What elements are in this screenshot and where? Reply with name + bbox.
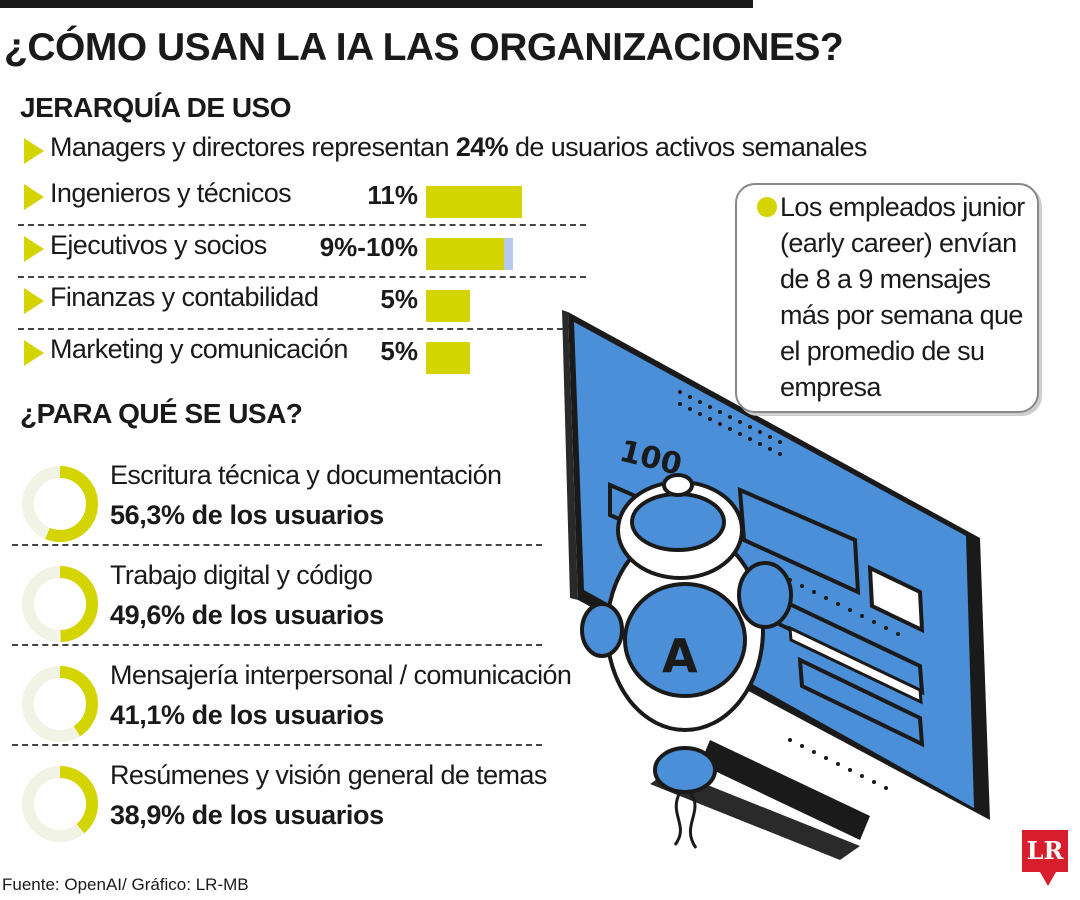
hierarchy-bar (426, 238, 505, 270)
row-divider (12, 744, 542, 746)
robot-flame (673, 791, 698, 849)
robot-monitor-illustration: 100 A (562, 310, 990, 860)
usage-donut (22, 566, 98, 642)
uses-heading: ¿PARA QUÉ SE USA? (20, 398, 303, 429)
donut-arc (22, 566, 98, 642)
hierarchy-bar (426, 186, 522, 218)
robot: A (580, 473, 793, 849)
robot-visor (630, 492, 726, 552)
hierarchy-heading: JERARQUÍA DE USO (20, 92, 292, 123)
hierarchy-bar-range (504, 238, 513, 270)
bullet-triangle-icon (24, 288, 44, 314)
usage-donut (22, 666, 98, 742)
page-title: ¿CÓMO USAN LA IA LAS ORGANIZACIONES? (4, 26, 844, 69)
use-item-label: Mensajería interpersonal / comunicación (110, 660, 572, 690)
row-divider (18, 276, 586, 278)
robot-thruster (653, 746, 717, 794)
monitor-stand (700, 740, 870, 840)
robot-arm-right (737, 561, 793, 629)
row-divider (12, 644, 542, 646)
donut-arc (22, 466, 98, 542)
row-divider (18, 328, 563, 330)
intro-value: 24% (455, 132, 509, 162)
bullet-triangle-icon (24, 138, 44, 164)
lr-logo-tail (1040, 872, 1056, 886)
hierarchy-item-value: 9%-10% (319, 232, 418, 262)
robot-arm-left (580, 602, 624, 658)
bullet-triangle-icon (24, 184, 44, 210)
hierarchy-bar (426, 342, 470, 374)
intro-suffix: de usuarios activos semanales (514, 132, 867, 162)
bullet-triangle-icon (24, 236, 44, 262)
source-note: Fuente: OpenAI/ Gráfico: LR-MB (2, 875, 249, 894)
bullet-triangle-icon (24, 340, 44, 366)
callout-text: Los empleados junior (early career) enví… (780, 192, 1025, 402)
callout-dot-icon (757, 197, 777, 217)
junior-callout: Los empleados junior (early career) enví… (735, 183, 1039, 413)
hierarchy-item-label: Marketing y comunicación (50, 334, 348, 364)
usage-donut (22, 766, 98, 842)
lr-logo: LR (1022, 830, 1068, 872)
hierarchy-item-value: 11% (367, 180, 418, 210)
row-divider (18, 224, 586, 226)
screen-box-white (867, 564, 925, 634)
row-divider (12, 544, 542, 546)
top-rule (0, 0, 753, 8)
robot-chest-letter: A (662, 629, 698, 683)
use-item-value: 49,6% de los usuarios (110, 600, 384, 630)
intro-prefix: Managers y directores representan (50, 132, 450, 162)
use-item-label: Escritura técnica y documentación (110, 460, 502, 490)
hierarchy-item-label: Finanzas y contabilidad (50, 282, 319, 312)
screen-dots (678, 390, 900, 790)
hierarchy-item-value: 5% (380, 284, 418, 314)
robot-antenna (662, 473, 694, 497)
use-item-value: 38,9% de los usuarios (110, 800, 384, 830)
use-item-value: 56,3% de los usuarios (110, 500, 384, 530)
robot-chest (623, 582, 747, 698)
hierarchy-item-label: Ingenieros y técnicos (50, 178, 292, 208)
donut-arc (22, 766, 98, 842)
usage-donut (22, 466, 98, 542)
hierarchy-bar (426, 290, 470, 322)
hierarchy-item-value: 5% (380, 336, 418, 366)
use-item-label: Trabajo digital y código (110, 560, 373, 590)
use-item-label: Resúmenes y visión general de temas (110, 760, 547, 790)
screen-bar-2 (797, 656, 925, 748)
hierarchy-item-label: Ejecutivos y socios (50, 230, 267, 260)
screen-bar-white (788, 625, 923, 705)
donut-arc (22, 666, 98, 742)
use-item-value: 41,1% de los usuarios (110, 700, 384, 730)
hierarchy-intro: Managers y directores representan 24% de… (50, 132, 867, 163)
